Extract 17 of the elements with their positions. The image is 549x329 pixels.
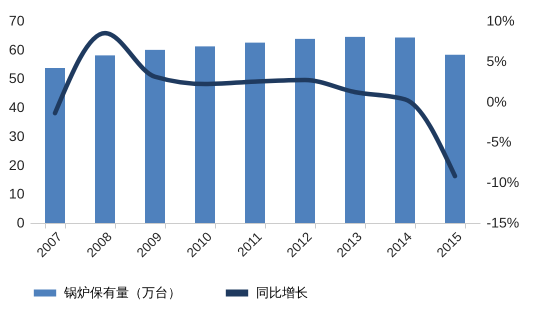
y2-tick-label: -10%: [486, 174, 520, 190]
y-tick-label: 40: [8, 99, 25, 116]
y2-tick-label: 0%: [486, 93, 507, 110]
y2-tick-label: -15%: [486, 214, 520, 230]
y-tick-label: 70: [8, 12, 25, 28]
line-series: [52, 30, 458, 178]
legend-label: 锅炉保有量（万台）: [63, 285, 181, 300]
y2-tick-label: 10%: [486, 12, 515, 28]
y-tick-label: 10: [8, 186, 25, 202]
y2-tick-label: -5%: [486, 134, 512, 150]
y-tick-label: 20: [8, 156, 25, 173]
y-tick-label: 30: [8, 128, 25, 144]
y-tick-label: 50: [8, 70, 25, 86]
legend-label: 同比增长: [256, 285, 308, 300]
y-tick-label: 60: [8, 41, 25, 58]
y-tick-label: 0: [16, 214, 25, 230]
y2-tick-label: 5%: [486, 52, 507, 69]
